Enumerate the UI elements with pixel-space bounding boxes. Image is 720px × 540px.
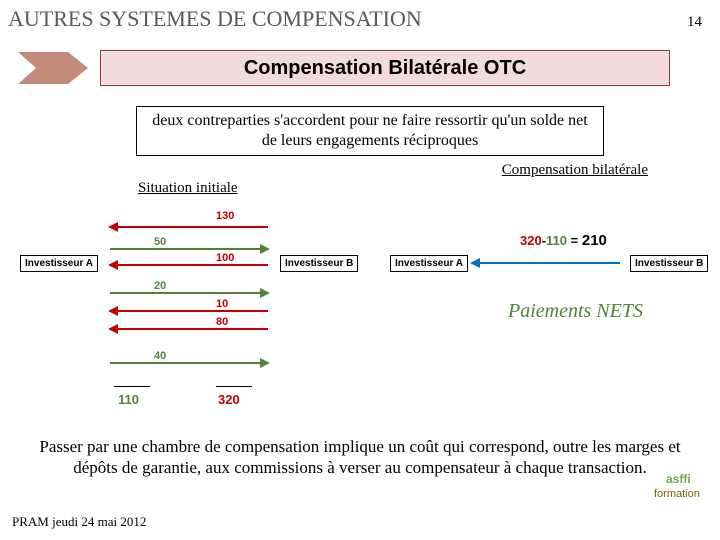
pram-date: PRAM jeudi 24 mai 2012 [12, 514, 146, 530]
slide-title: AUTRES SYSTEMES DE COMPENSATION [8, 6, 422, 32]
investisseur-b-left: Investisseur B [280, 255, 358, 272]
logo-icon: asffi formation [652, 471, 706, 506]
calc-eq: = [567, 233, 582, 248]
arrow-head-icon [260, 358, 270, 368]
arrow-head-icon [260, 288, 270, 298]
value-10: 10 [216, 298, 228, 310]
calc-red: 320 [520, 233, 542, 248]
arrow-head-icon [260, 244, 270, 254]
value-100: 100 [216, 252, 234, 264]
paiements-nets-label: Paiements NETS [508, 300, 643, 323]
calc-green: 110 [546, 233, 567, 248]
sum-red: 320 [218, 392, 240, 407]
arrow-head-icon [470, 258, 480, 268]
arrow-red-10 [118, 310, 268, 312]
investisseur-a-right: Investisseur A [390, 255, 468, 272]
investisseur-a-left: Investisseur A [20, 255, 98, 272]
arrow-blue-210 [480, 262, 620, 264]
value-20: 20 [154, 280, 166, 292]
title-bar: Compensation Bilatérale OTC [100, 50, 670, 86]
value-130: 130 [216, 210, 234, 222]
arrow-red-80 [118, 328, 268, 330]
arrow-green-50 [110, 248, 260, 250]
arrow-head-icon [108, 260, 118, 270]
situation-initiale-label: Situation initiale [138, 180, 238, 197]
svg-text:asffi: asffi [666, 472, 691, 486]
subtitle-box: deux contreparties s'accordent pour ne f… [136, 106, 604, 156]
investisseur-b-right: Investisseur B [630, 255, 708, 272]
arrow-head-icon [108, 306, 118, 316]
arrow-green-20 [110, 292, 260, 294]
footer-text: Passer par une chambre de compensation i… [26, 436, 694, 479]
calc-result: 210 [582, 232, 607, 249]
arrow-red-130 [118, 226, 268, 228]
arrow-green-40 [110, 362, 260, 364]
sum-green: 110 [118, 392, 139, 407]
calculation: 320-110 = 210 [520, 232, 607, 249]
value-50: 50 [154, 236, 166, 248]
svg-text:formation: formation [654, 488, 700, 500]
value-40: 40 [154, 350, 166, 362]
arrow-head-icon [108, 222, 118, 232]
compensation-bilaterale-label: Compensation bilatérale [502, 162, 648, 179]
section-marker-icon [18, 46, 92, 95]
arrow-red-100 [118, 264, 268, 266]
title-bar-text: Compensation Bilatérale OTC [244, 57, 526, 80]
value-80: 80 [216, 316, 228, 328]
sum-underline-red [216, 386, 252, 387]
page-number: 14 [687, 14, 702, 31]
sum-underline-green [114, 386, 150, 387]
arrow-head-icon [108, 324, 118, 334]
